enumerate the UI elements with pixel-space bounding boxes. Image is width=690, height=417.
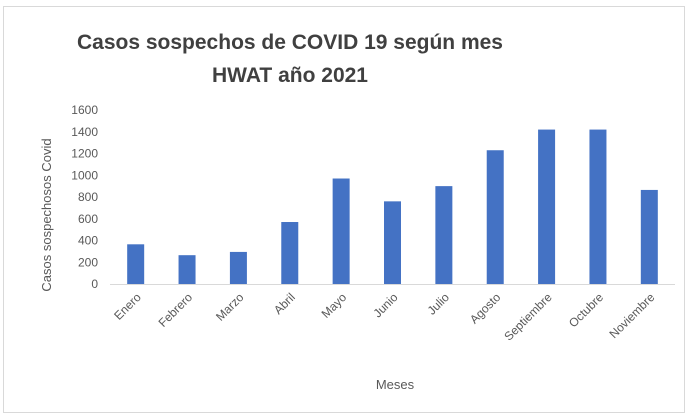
bar-julio [435,186,453,284]
y-tick-label: 1400 [71,125,98,139]
x-tick-label: Abril [271,290,298,317]
x-tick-label: Octubre [566,290,606,330]
x-tick-label: Junio [370,290,400,320]
x-axis-title: Meses [376,377,415,392]
y-tick-label: 1200 [71,147,98,161]
bar-mayo [332,178,350,284]
y-tick-label: 1600 [71,103,98,117]
bar-noviembre [640,189,658,284]
chart-title: Casos sospechos de COVID 19 según mes HW… [0,26,580,92]
x-tick-label: Febrero [156,290,196,330]
bar-febrero [178,255,196,284]
x-axis-ticks: Enero Febrero Marzo Abril Mayo Junio Julio Agos… [111,290,657,344]
bar-junio [384,201,401,284]
bar-marzo [229,251,247,284]
x-tick-label: Julio [425,290,453,318]
x-tick-label: Noviembre [607,290,658,341]
x-tick-label: Septiembre [501,290,555,344]
x-tick-label: Marzo [213,290,247,324]
y-tick-label: 800 [78,190,98,204]
chart-title-line-2: HWAT año 2021 [212,64,368,87]
bar-octubre [589,129,607,284]
y-tick-label: 400 [78,234,98,248]
y-axis-title: Casos sospechosos Covid [39,138,54,291]
bar-abril [281,222,299,284]
x-tick-label: Mayo [319,290,350,321]
bar-septiembre [538,129,556,284]
y-tick-label: 600 [78,212,98,226]
chart-title-line-1: Casos sospechos de COVID 19 según mes [77,31,503,54]
bars [127,129,658,284]
x-tick-label: Agosto [467,290,504,327]
y-axis-ticks: 0 200 400 600 800 1000 1200 1400 1600 [71,103,98,291]
bar-agosto [486,150,504,284]
y-tick-label: 1000 [71,168,98,182]
y-tick-label: 0 [91,277,98,291]
y-tick-label: 200 [78,255,98,269]
x-tick-label: Enero [111,290,144,323]
bar-enero [127,244,145,284]
